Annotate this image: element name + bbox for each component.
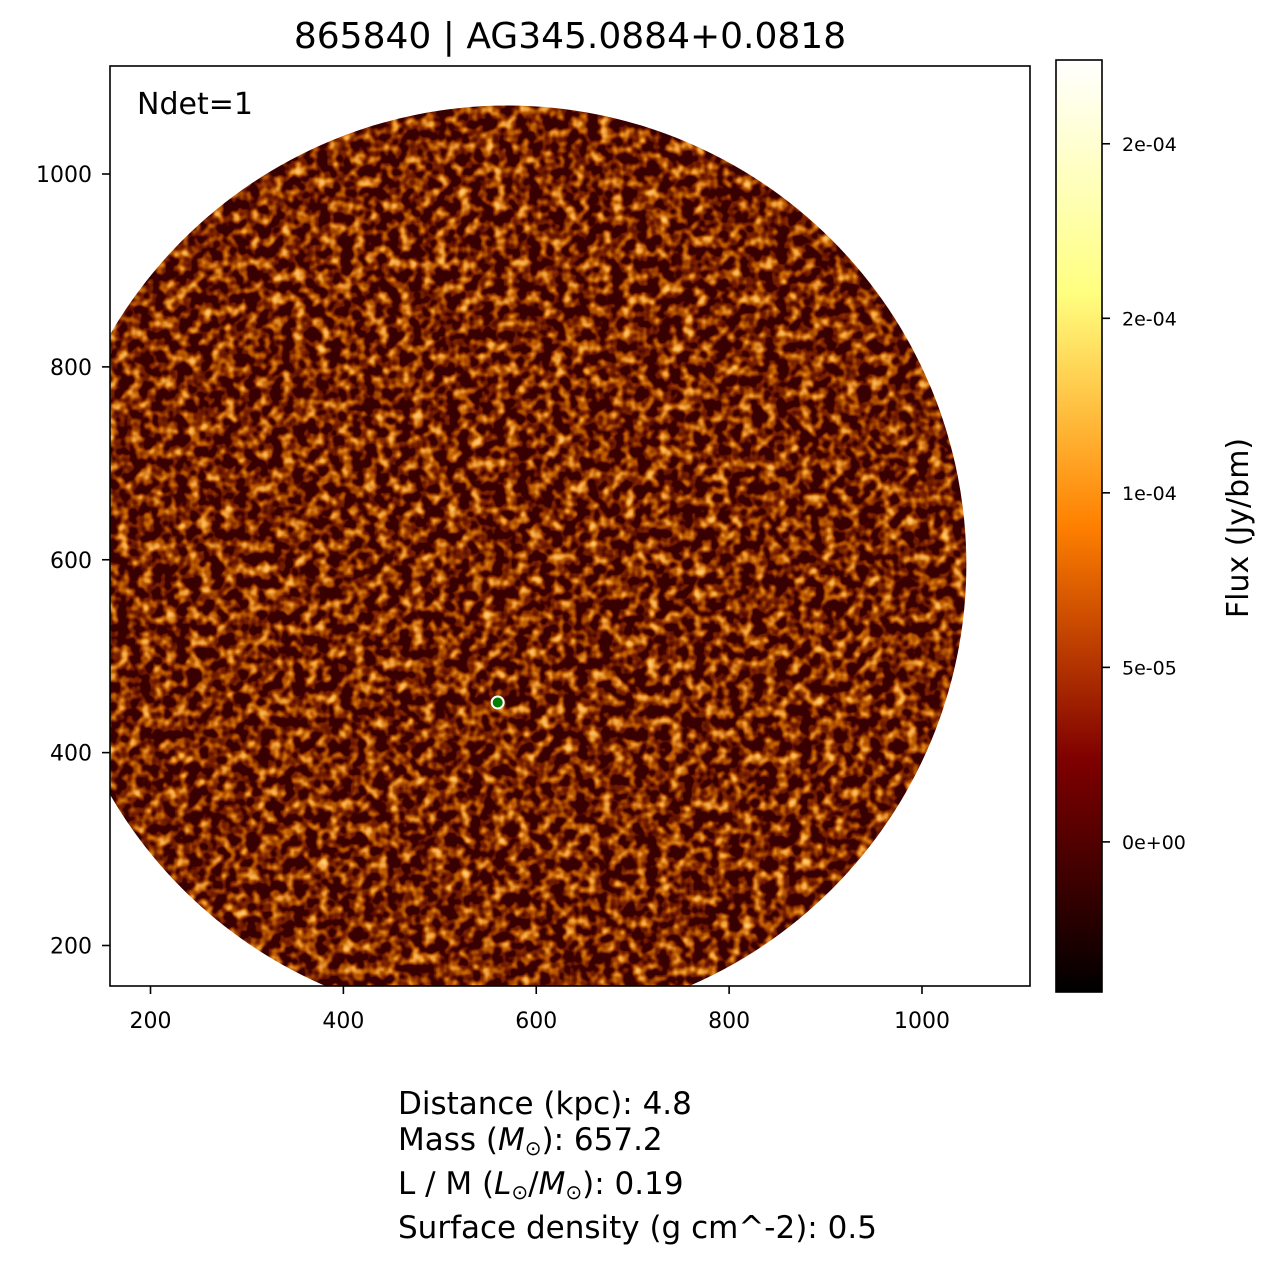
surface-density-line: Surface density (g cm^-2): 0.5 (398, 1210, 877, 1246)
x-axis: 200 400 600 800 1000 (130, 986, 950, 1034)
colorbar-tick-label: 2e-04 (1122, 134, 1177, 156)
colorbar-frame (1055, 59, 1103, 993)
colorbar-tick-label: 1e-04 (1122, 483, 1177, 505)
chart-title: 865840 | AG345.0884+0.0818 (294, 16, 846, 57)
x-tick-label: 400 (322, 1009, 364, 1034)
colorbar-tick-label: 2e-04 (1122, 308, 1177, 330)
colorbar-tick-label: 5e-05 (1122, 657, 1177, 679)
plot-frame (109, 65, 1031, 987)
y-tick-label: 400 (50, 742, 92, 767)
x-tick-label: 1000 (894, 1009, 950, 1034)
y-tick-label: 200 (50, 934, 92, 959)
x-tick-label: 200 (130, 1009, 172, 1034)
flux-image (110, 105, 967, 986)
colorbar-label: Flux (Jy/bm) (1221, 438, 1256, 618)
colorbar-gradient (1056, 60, 1102, 992)
colorbar: 0e+00 5e-05 1e-04 2e-04 2e-04 Flux (Jy/bm) (1055, 59, 1256, 993)
lm-line: L / M (L⊙/M⊙): 0.19 (398, 1166, 684, 1204)
y-tick-label: 600 (50, 549, 92, 574)
source-properties: Distance (kpc): 4.8 Mass (M⊙): 657.2 L /… (398, 1086, 877, 1246)
plot-area: Ndet=1 (109, 65, 1031, 987)
source-marker (490, 695, 505, 710)
y-axis: 200 400 600 800 1000 (36, 163, 110, 959)
mass-line: Mass (M⊙): 657.2 (398, 1122, 663, 1160)
y-tick-label: 800 (50, 356, 92, 381)
ndet-annotation: Ndet=1 (137, 87, 253, 122)
x-tick-label: 600 (515, 1009, 557, 1034)
x-tick-label: 800 (708, 1009, 750, 1034)
distance-line: Distance (kpc): 4.8 (398, 1086, 692, 1122)
colorbar-tick-label: 0e+00 (1122, 832, 1186, 854)
y-tick-label: 1000 (36, 163, 92, 188)
